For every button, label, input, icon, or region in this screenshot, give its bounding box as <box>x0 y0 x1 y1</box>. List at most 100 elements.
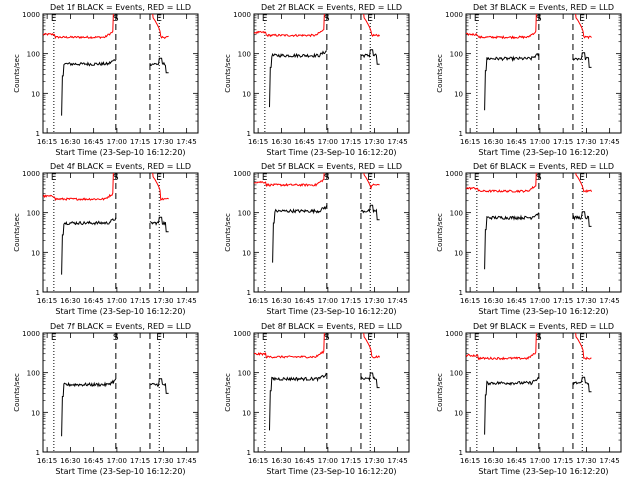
y-axis-label: Counts/sec <box>436 373 444 412</box>
marker-label: E <box>156 333 162 343</box>
y-tick-label: 1 <box>459 449 463 457</box>
y-tick-label: 10 <box>31 409 40 417</box>
x-tick-label: 17:15 <box>553 457 573 465</box>
x-tick-label: 17:15 <box>553 138 573 146</box>
panel-det-2: Det 2f BLACK = Events, RED = LLD Counts/s… <box>224 3 410 157</box>
marker-label: E <box>474 173 480 183</box>
y-tick-label: 100 <box>238 51 251 59</box>
y-axis-label: Counts/sec <box>224 373 232 412</box>
y-tick-label: 1 <box>247 289 251 297</box>
marker-label: S <box>324 173 330 183</box>
marker-label: E <box>367 14 373 24</box>
plot-frame <box>465 172 622 293</box>
x-tick-label: 17:45 <box>388 138 408 146</box>
x-tick-label: 17:45 <box>600 457 620 465</box>
x-tick-label: 17:15 <box>130 297 150 305</box>
x-tick-label: 17:30 <box>576 457 596 465</box>
plot-frame <box>465 332 622 453</box>
x-tick-label: 17:45 <box>177 457 197 465</box>
events-series-line <box>484 376 592 435</box>
x-tick-label: 16:15 <box>460 457 480 465</box>
marker-label: S <box>536 173 542 183</box>
marker-label: S <box>536 333 542 343</box>
x-tick-label: 16:45 <box>507 138 527 146</box>
plot-frame <box>465 13 622 134</box>
marker-label: E <box>51 14 57 24</box>
y-tick-label: 1000 <box>445 170 463 178</box>
marker-label: S <box>536 14 542 24</box>
y-tick-label: 1 <box>247 449 251 457</box>
events-series-line <box>272 204 380 263</box>
x-tick-label: 16:30 <box>483 138 503 146</box>
x-tick-label: 17:15 <box>130 457 150 465</box>
panel-det-7: Det 7f BLACK = Events, RED = LLD Counts/s… <box>13 322 199 476</box>
panel-title: Det 6f BLACK = Events, RED = LLD <box>473 162 614 171</box>
events-series-line <box>61 216 169 275</box>
y-tick-label: 10 <box>454 249 463 257</box>
events-series-line <box>269 372 380 431</box>
y-axis-label: Counts/sec <box>13 373 21 412</box>
x-tick-label: 16:45 <box>295 457 315 465</box>
marker-label: S <box>113 173 119 183</box>
x-tick-label: 17:45 <box>388 297 408 305</box>
y-tick-label: 1000 <box>233 330 251 338</box>
marker-label: E <box>579 173 585 183</box>
x-tick-label: 17:00 <box>107 138 127 146</box>
x-tick-label: 17:00 <box>530 138 550 146</box>
y-axis-label: Counts/sec <box>224 213 232 252</box>
marker-label: E <box>367 333 373 343</box>
marker-label: E <box>262 173 268 183</box>
panel-title: Det 9f BLACK = Events, RED = LLD <box>473 322 614 331</box>
marker-label: E <box>156 173 162 183</box>
marker-label: E <box>262 333 268 343</box>
plot-frame <box>253 13 410 134</box>
y-tick-label: 10 <box>31 249 40 257</box>
x-tick-label: 17:00 <box>318 457 338 465</box>
panel-title: Det 1f BLACK = Events, RED = LLD <box>50 3 191 12</box>
y-tick-label: 1000 <box>445 11 463 19</box>
x-tick-label: 17:30 <box>576 297 596 305</box>
x-tick-label: 16:30 <box>483 457 503 465</box>
x-tick-label: 16:45 <box>84 457 104 465</box>
events-series-line <box>484 211 592 270</box>
x-tick-label: 17:15 <box>553 297 573 305</box>
y-tick-label: 1 <box>36 449 40 457</box>
panel-det-6: Det 6f BLACK = Events, RED = LLD Counts/s… <box>436 162 622 316</box>
x-tick-label: 16:30 <box>271 138 291 146</box>
y-axis-label: Counts/sec <box>13 213 21 252</box>
y-tick-label: 1000 <box>22 330 40 338</box>
y-tick-label: 100 <box>450 51 463 59</box>
panel-title: Det 5f BLACK = Events, RED = LLD <box>261 162 402 171</box>
x-tick-label: 17:00 <box>107 297 127 305</box>
marker-label: S <box>324 333 330 343</box>
y-tick-label: 1000 <box>233 11 251 19</box>
x-tick-label: 17:30 <box>364 297 384 305</box>
x-tick-label: 17:45 <box>600 297 620 305</box>
y-axis-label: Counts/sec <box>224 54 232 93</box>
marker-label: S <box>113 333 119 343</box>
panel-title: Det 2f BLACK = Events, RED = LLD <box>261 3 402 12</box>
x-tick-label: 16:15 <box>460 138 480 146</box>
y-tick-label: 1000 <box>233 170 251 178</box>
marker-label: E <box>51 333 57 343</box>
events-series-line <box>61 57 169 116</box>
panel-title: Det 8f BLACK = Events, RED = LLD <box>261 322 402 331</box>
x-tick-label: 16:30 <box>60 297 80 305</box>
y-tick-label: 10 <box>454 90 463 98</box>
y-axis-label: Counts/sec <box>436 213 444 252</box>
x-tick-label: 16:15 <box>37 457 57 465</box>
x-tick-label: 17:30 <box>576 138 596 146</box>
y-tick-label: 10 <box>242 249 251 257</box>
y-axis-label: Counts/sec <box>436 54 444 93</box>
x-axis-label: Start Time (23-Sep-10 16:12:20) <box>478 467 608 476</box>
marker-label: S <box>324 14 330 24</box>
y-tick-label: 1 <box>247 130 251 138</box>
plot-frame <box>253 332 410 453</box>
plot-frame <box>42 172 199 293</box>
events-series-line <box>61 378 169 437</box>
x-tick-label: 17:00 <box>530 457 550 465</box>
x-axis-label: Start Time (23-Sep-10 16:12:20) <box>266 467 396 476</box>
marker-label: E <box>474 14 480 24</box>
